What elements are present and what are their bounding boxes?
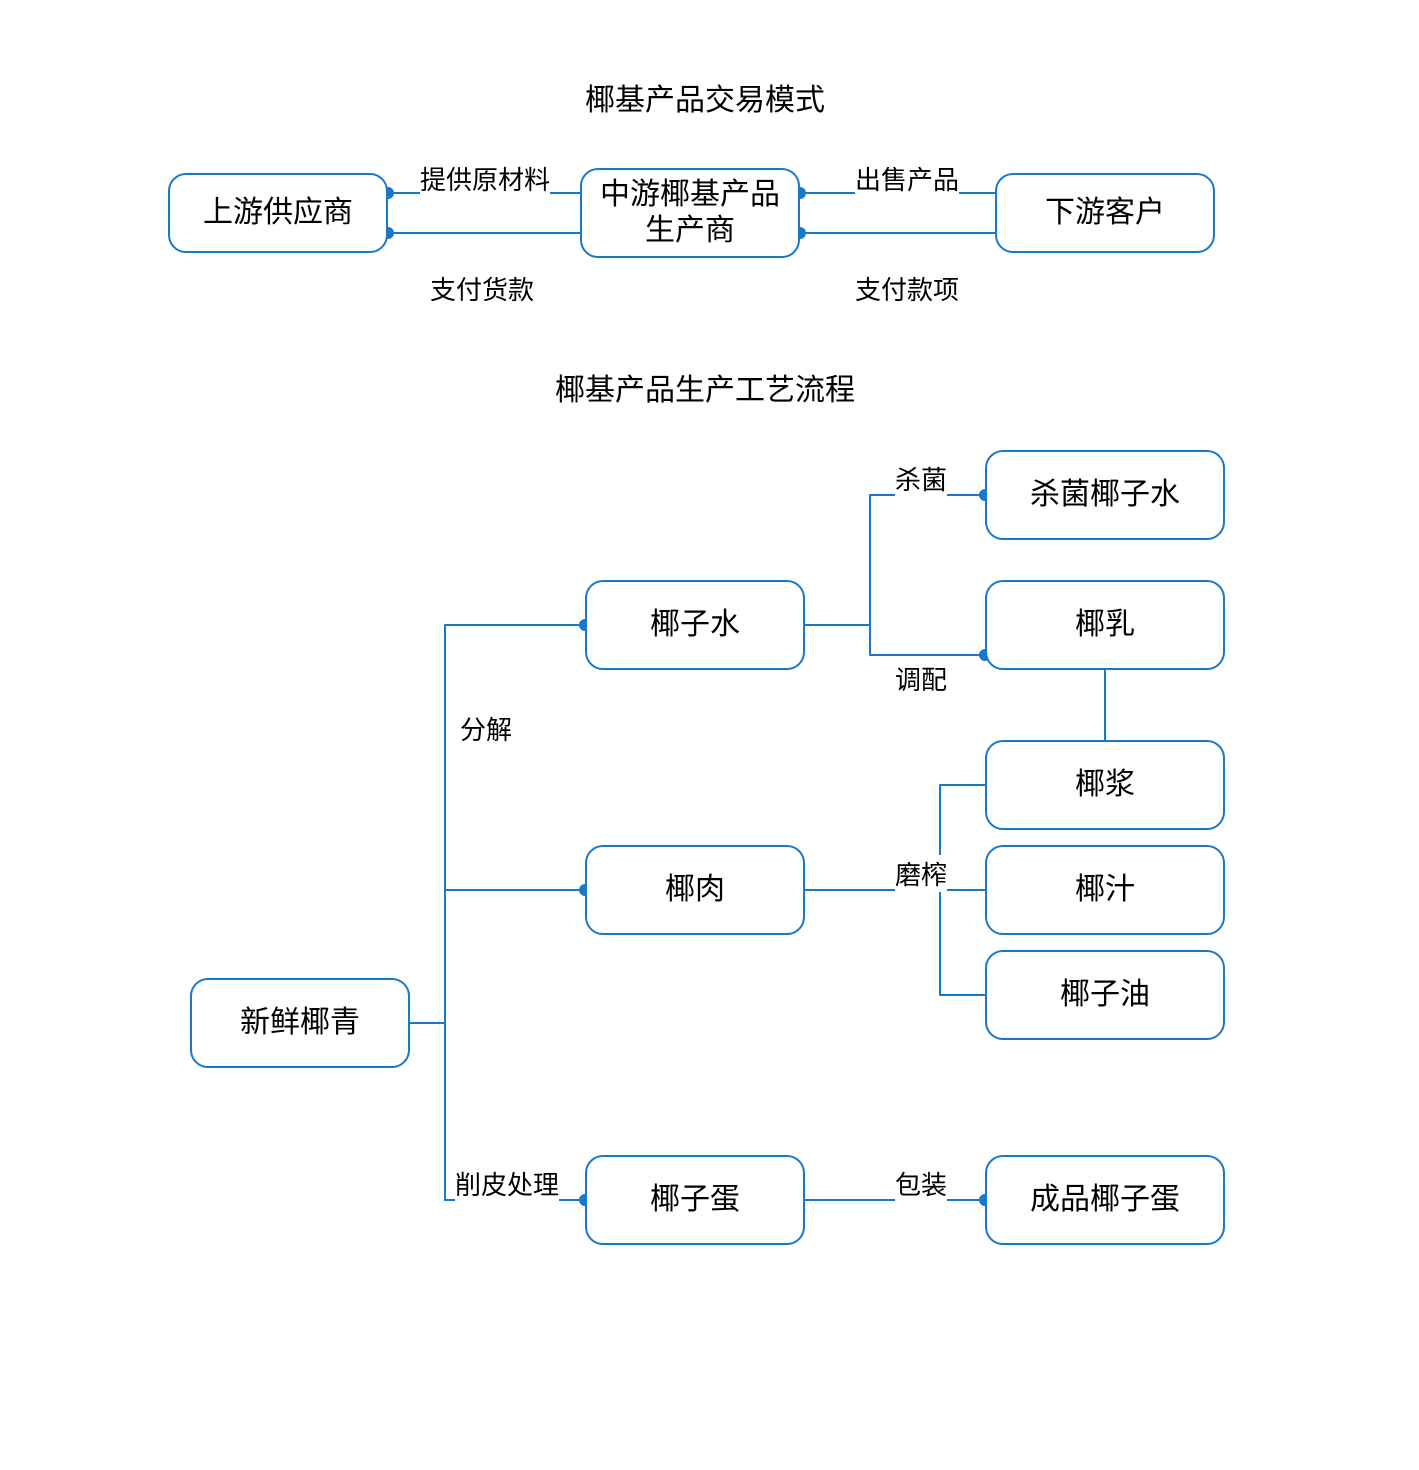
- edge-label-pack: 包装: [895, 1165, 947, 1202]
- title-trading-model: 椰基产品交易模式: [585, 75, 825, 119]
- node-coconut-meat: 椰肉: [585, 845, 805, 935]
- title-process-flow: 椰基产品生产工艺流程: [555, 365, 855, 409]
- node-coconut-paste: 椰浆: [985, 740, 1225, 830]
- edge-label-split: 分解: [460, 710, 512, 747]
- node-coconut-milk: 椰乳: [985, 580, 1225, 670]
- node-coconut-juice: 椰汁: [985, 845, 1225, 935]
- node-coconut-egg: 椰子蛋: [585, 1155, 805, 1245]
- edge-label-sell-product: 出售产品: [855, 160, 959, 197]
- node-sterilized-water: 杀菌椰子水: [985, 450, 1225, 540]
- edge-label-peel: 削皮处理: [455, 1165, 559, 1202]
- node-coconut-oil: 椰子油: [985, 950, 1225, 1040]
- node-coconut-water: 椰子水: [585, 580, 805, 670]
- node-downstream-customer: 下游客户: [995, 173, 1215, 253]
- node-upstream-supplier: 上游供应商: [168, 173, 388, 253]
- edge-label-pay-goods: 支付货款: [430, 270, 534, 307]
- diagram-canvas: 椰基产品交易模式 椰基产品生产工艺流程 上游供应商 中游椰基产品生产商 下游客户…: [0, 0, 1419, 1470]
- node-midstream-producer: 中游椰基产品生产商: [580, 168, 800, 258]
- edge-label-mix: 调配: [895, 660, 947, 697]
- edge-label-sterilize: 杀菌: [895, 460, 947, 497]
- node-fresh-coconut: 新鲜椰青: [190, 978, 410, 1068]
- edge-label-pay-amount: 支付款项: [855, 270, 959, 307]
- node-finished-coconut-egg: 成品椰子蛋: [985, 1155, 1225, 1245]
- edge-label-grind: 磨榨: [895, 855, 947, 892]
- edge-label-provide-raw: 提供原材料: [420, 160, 550, 197]
